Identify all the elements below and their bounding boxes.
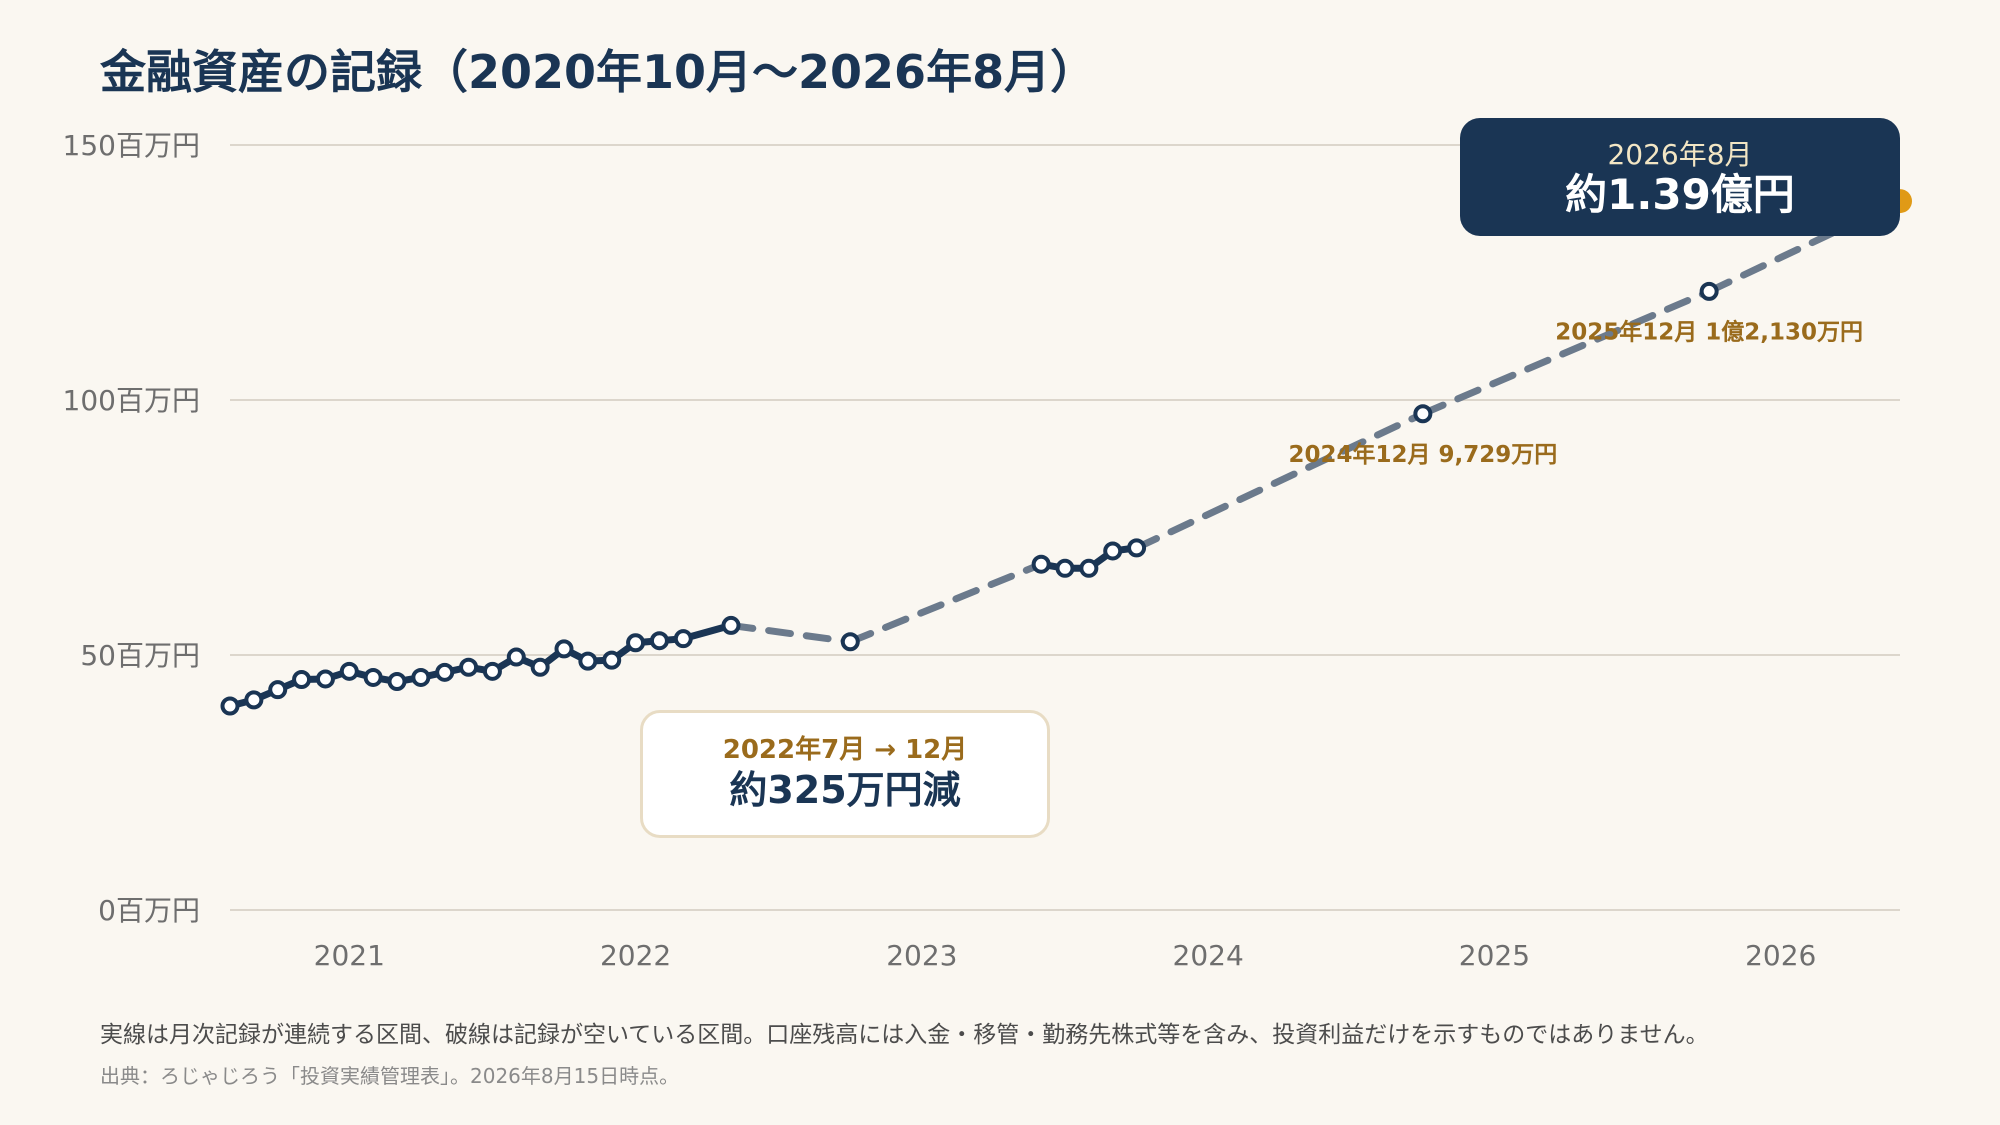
data-annotation: 2024年12月 9,729万円	[1288, 441, 1557, 468]
data-point	[292, 669, 312, 689]
data-point	[554, 639, 574, 659]
x-tick-label: 2026	[1745, 939, 1816, 972]
data-point	[482, 661, 502, 681]
x-tick-label: 2024	[1173, 939, 1244, 972]
gap-segment	[846, 560, 1045, 646]
gap-segment	[1133, 410, 1427, 552]
drawdown-callout: 2022年7月 → 12月 約325万円減	[640, 710, 1050, 838]
chart-source: 出典：ろじゃじろう「投資実績管理表」。2026年8月15日時点。	[100, 1064, 680, 1088]
data-point	[721, 615, 741, 635]
x-axis-ticks: 2021 2022 2023 2024 2025 2026	[314, 939, 1817, 972]
data-point	[315, 669, 335, 689]
data-point	[339, 661, 359, 681]
data-point	[602, 650, 622, 670]
gap-segment	[1419, 287, 1713, 418]
data-point	[1055, 558, 1075, 578]
latest-value-callout: 2026年8月 約1.39億円	[1460, 118, 1900, 236]
data-point	[1127, 538, 1147, 558]
x-tick-label: 2023	[886, 939, 957, 972]
y-tick-label: 100百万円	[63, 384, 200, 417]
chart-title: 金融資産の記録（2020年10月〜2026年8月）	[100, 45, 1097, 99]
gap-segment	[727, 621, 854, 646]
data-point	[1079, 558, 1099, 578]
y-tick-label: 50百万円	[80, 639, 200, 672]
data-point	[578, 651, 598, 671]
gap-segments	[727, 197, 1904, 646]
data-point	[363, 667, 383, 687]
drawdown-period: 2022年7月 → 12月	[722, 735, 968, 765]
data-point	[626, 633, 646, 653]
data-point	[530, 657, 550, 677]
data-point	[673, 629, 693, 649]
data-point	[1699, 281, 1719, 301]
latest-value-amount: 約1.39億円	[1565, 169, 1795, 219]
gridlines	[230, 144, 1900, 911]
data-point	[435, 662, 455, 682]
data-point	[220, 696, 240, 716]
x-tick-label: 2021	[314, 939, 385, 972]
data-point	[840, 632, 860, 652]
data-point	[387, 672, 407, 692]
data-point	[649, 631, 669, 651]
data-point	[459, 657, 479, 677]
data-point	[1413, 404, 1433, 424]
data-point	[1103, 541, 1123, 561]
y-axis-ticks: 0百万円 50百万円 100百万円 150百万円	[63, 129, 200, 927]
data-point	[268, 680, 288, 700]
data-point	[411, 667, 431, 687]
chart-note: 実線は月次記録が連続する区間、破線は記録が空いている区間。口座残高には入金・移管…	[100, 1022, 1709, 1048]
y-tick-label: 0百万円	[98, 894, 200, 927]
x-tick-label: 2025	[1459, 939, 1530, 972]
data-point	[244, 690, 264, 710]
annotations: 2024年12月 9,729万円 2025年12月 1億2,130万円	[1288, 318, 1863, 467]
drawdown-amount: 約325万円減	[729, 768, 961, 813]
data-annotation: 2025年12月 1億2,130万円	[1555, 318, 1863, 345]
data-point	[1031, 554, 1051, 574]
y-tick-label: 150百万円	[63, 129, 200, 162]
data-points	[220, 189, 1912, 716]
x-tick-label: 2022	[600, 939, 671, 972]
latest-value-date: 2026年8月	[1607, 138, 1753, 171]
data-point	[506, 647, 526, 667]
